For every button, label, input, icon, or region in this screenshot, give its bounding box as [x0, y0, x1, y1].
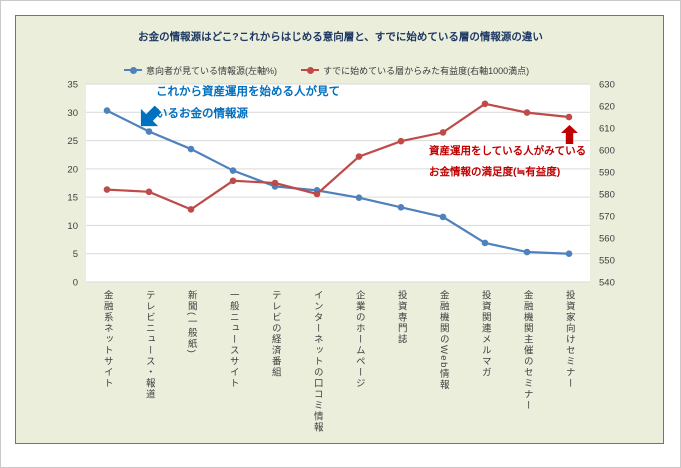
category-label: インターネットの口コミ情報: [311, 290, 323, 433]
category-label: 投資専門誌: [395, 290, 407, 345]
legend-line-marker-blue-icon: [124, 66, 142, 74]
annotation-intenders-line1: これから資産運用を始める人が見て: [156, 86, 340, 98]
annotation-experienced-line2: お金情報の満足度(≒有益度): [429, 166, 561, 178]
legend-label-experienced: すでに始めている層からみた有益度(右軸1000満点): [323, 65, 530, 76]
chart-title: お金の情報源はどこ?これからはじめる意向層と、すでに始めている層の情報源の違い: [138, 31, 543, 43]
chart-legend: 意向者が見ている情報源(左軸%) すでに始めている層からみた有益度(右軸1000…: [1, 63, 680, 77]
category-label: 企業のホームページ: [353, 290, 365, 389]
category-label: 新聞(一般紙): [185, 290, 197, 355]
annotation-experienced-line1: 資産運用をしている人がみている: [429, 145, 587, 157]
category-label: 投資関連メルマガ: [479, 290, 491, 378]
legend-item-experienced: すでに始めている層からみた有益度(右軸1000満点): [301, 63, 529, 77]
category-label: 投資家向けセミナー: [563, 290, 575, 389]
up-arrow-icon: [561, 125, 578, 144]
legend-line-marker-red-icon: [301, 66, 319, 74]
down-left-arrow-icon: [140, 105, 162, 127]
legend-item-intenders: 意向者が見ている情報源(左軸%): [124, 63, 277, 77]
annotation-intenders-line2: いるお金の情報源: [156, 108, 248, 120]
category-label: 金融機関主催のセミナー: [521, 290, 533, 411]
category-label: 金融系ネットサイト: [101, 290, 113, 389]
category-label: 金融機関のWeb情報: [437, 290, 449, 391]
category-label: テレビニュース・報道: [143, 290, 155, 400]
legend-label-intenders: 意向者が見ている情報源(左軸%): [146, 65, 277, 76]
category-label: 一般ニュースサイト: [227, 290, 239, 389]
category-label: テレビの経済番組: [269, 290, 281, 378]
